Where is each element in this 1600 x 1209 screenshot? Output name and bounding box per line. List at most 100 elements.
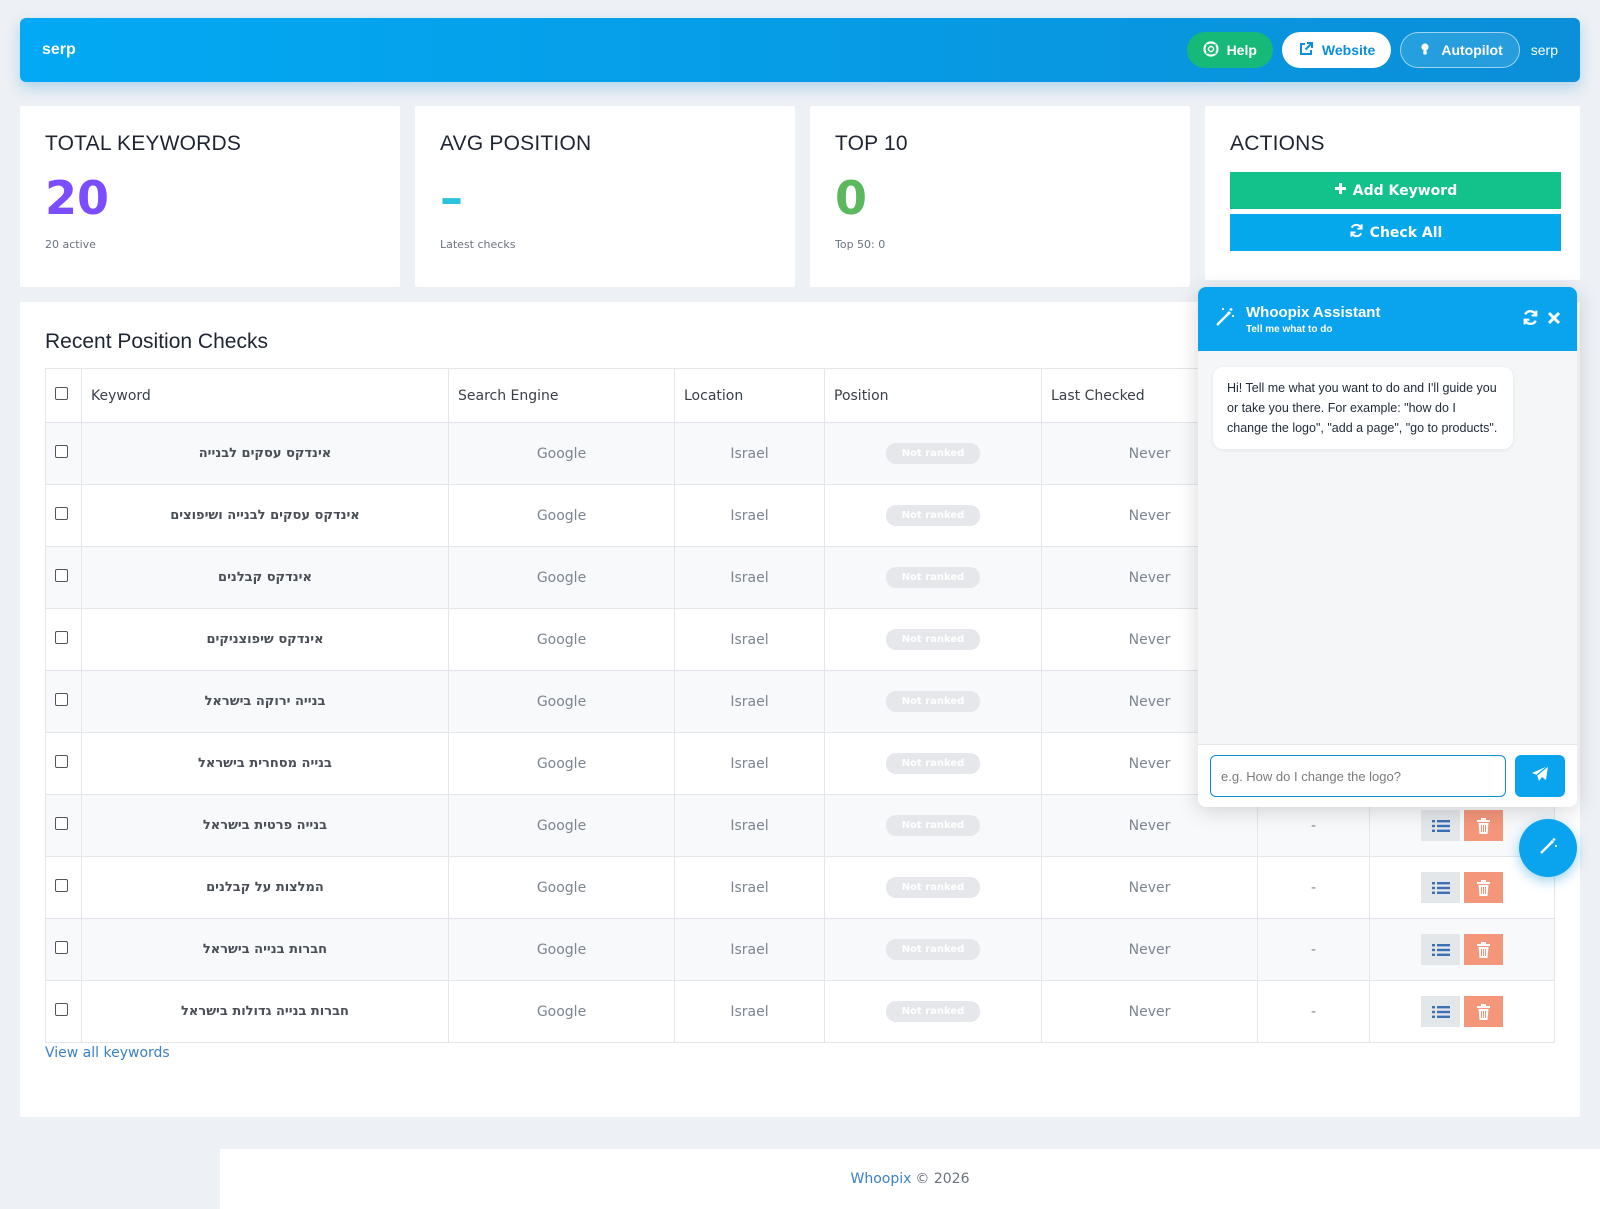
position-badge: Not ranked (885, 815, 981, 836)
row-select-cell (45, 794, 82, 857)
location-cell: Israel (674, 732, 825, 795)
location-cell: Israel (674, 422, 825, 485)
keyword-cell: בנייה מסחרית בישראל (81, 732, 449, 795)
history-list-icon[interactable] (1421, 810, 1460, 841)
position-cell: Not ranked (824, 546, 1042, 609)
chat-input[interactable] (1210, 755, 1506, 797)
row-select-cell (45, 918, 82, 981)
row-checkbox[interactable] (55, 631, 68, 644)
keyword-cell: בנייה ירוקה בישראל (81, 670, 449, 733)
view-all-keywords-link[interactable]: View all keywords (45, 1045, 170, 1061)
location-cell: Israel (674, 670, 825, 733)
chat-header: Whoopix Assistant Tell me what to do (1198, 287, 1577, 351)
row-select-cell (45, 856, 82, 919)
position-badge: Not ranked (885, 629, 981, 650)
select-all-checkbox[interactable] (55, 387, 68, 400)
footer-brand-link[interactable]: Whoopix (850, 1171, 912, 1187)
stat-title: ACTIONS (1230, 132, 1325, 155)
stat-title: TOTAL KEYWORDS (45, 132, 242, 155)
trash-icon[interactable] (1464, 810, 1503, 841)
assistant-message: Hi! Tell me what you want to do and I'll… (1213, 367, 1513, 449)
send-button[interactable] (1515, 755, 1565, 797)
row-checkbox[interactable] (55, 569, 68, 582)
history-list-icon[interactable] (1421, 934, 1460, 965)
refresh-icon[interactable] (1522, 309, 1539, 330)
check-all-button[interactable]: Check All (1230, 214, 1561, 251)
table-row: המלצות על קבלנים Google Israel Not ranked Ne… (45, 856, 1555, 919)
stat-title: AVG POSITION (440, 132, 592, 155)
panel-title: Recent Position Checks (45, 330, 268, 353)
keyword-cell: בנייה פרטית בישראל (81, 794, 449, 857)
change-cell: - (1257, 856, 1370, 919)
row-checkbox[interactable] (55, 879, 68, 892)
history-list-icon[interactable] (1421, 872, 1460, 903)
column-header-keyword[interactable]: Keyword (81, 368, 449, 423)
assistant-chat-window: Whoopix Assistant Tell me what to do Hi!… (1198, 287, 1577, 807)
engine-cell: Google (448, 794, 675, 857)
table-row: חברות בנייה גדולות בישראל Google Israel Not… (45, 980, 1555, 1043)
plus-icon (1334, 182, 1347, 199)
close-icon[interactable] (1547, 310, 1561, 329)
add-keyword-label: Add Keyword (1352, 182, 1458, 199)
row-checkbox[interactable] (55, 941, 68, 954)
keyword-cell: חברות בנייה בישראל (81, 918, 449, 981)
keyword-cell: אינדקס שיפוצניקים (81, 608, 449, 671)
location-cell: Israel (674, 856, 825, 919)
paper-plane-icon (1530, 764, 1550, 788)
autopilot-button[interactable]: Autopilot (1400, 32, 1520, 68)
add-keyword-button[interactable]: Add Keyword (1230, 172, 1561, 209)
total-keywords-card: TOTAL KEYWORDS 20 20 active (20, 106, 400, 287)
row-select-cell (45, 732, 82, 795)
select-all-cell (45, 368, 82, 423)
row-checkbox[interactable] (55, 755, 68, 768)
stat-title: TOP 10 (835, 132, 908, 155)
stat-value: – (440, 171, 463, 225)
row-checkbox[interactable] (55, 693, 68, 706)
chat-header-actions (1522, 309, 1561, 330)
column-header-engine[interactable]: Search Engine (448, 368, 675, 423)
help-button[interactable]: Help (1186, 32, 1273, 68)
website-button[interactable]: Website (1281, 32, 1392, 68)
position-cell: Not ranked (824, 670, 1042, 733)
trash-icon[interactable] (1464, 934, 1503, 965)
lifebuoy-icon (1202, 40, 1219, 60)
position-badge: Not ranked (885, 567, 981, 588)
refresh-icon (1349, 223, 1364, 242)
check-all-label: Check All (1369, 224, 1443, 241)
keyword-cell: אינדקס עסקים לבנייה (81, 422, 449, 485)
column-header-location[interactable]: Location (674, 368, 825, 423)
keyword-cell: חברות בנייה גדולות בישראל (81, 980, 449, 1043)
keyword-cell: המלצות על קבלנים (81, 856, 449, 919)
row-checkbox[interactable] (55, 507, 68, 520)
assistant-toggle-button[interactable] (1519, 819, 1577, 877)
external-link-icon (1298, 41, 1314, 60)
column-header-position[interactable]: Position (824, 368, 1042, 423)
avg-position-card: AVG POSITION – Latest checks (415, 106, 795, 287)
user-menu[interactable]: serp (1530, 42, 1558, 58)
row-select-cell (45, 546, 82, 609)
engine-cell: Google (448, 980, 675, 1043)
location-cell: Israel (674, 794, 825, 857)
row-checkbox[interactable] (55, 817, 68, 830)
position-badge: Not ranked (885, 939, 981, 960)
keyword-cell: אינדקס עסקים לבנייה ושיפוצים (81, 484, 449, 547)
stat-subtext: Top 50: 0 (835, 238, 886, 251)
website-label: Website (1321, 42, 1376, 58)
app-brand[interactable]: serp (42, 41, 76, 58)
stat-value: 20 (45, 171, 110, 225)
top10-card: TOP 10 0 Top 50: 0 (810, 106, 1190, 287)
engine-cell: Google (448, 608, 675, 671)
history-list-icon[interactable] (1421, 996, 1460, 1027)
row-checkbox[interactable] (55, 445, 68, 458)
position-badge: Not ranked (885, 753, 981, 774)
row-checkbox[interactable] (55, 1003, 68, 1016)
chat-heading: Whoopix Assistant Tell me what to do (1246, 304, 1380, 335)
trash-icon[interactable] (1464, 872, 1503, 903)
row-actions-cell (1369, 918, 1555, 981)
stat-value: 0 (835, 171, 868, 225)
row-select-cell (45, 608, 82, 671)
chat-input-bar (1198, 744, 1577, 807)
trash-icon[interactable] (1464, 996, 1503, 1027)
position-badge: Not ranked (885, 443, 981, 464)
magic-wand-icon (1214, 306, 1236, 332)
